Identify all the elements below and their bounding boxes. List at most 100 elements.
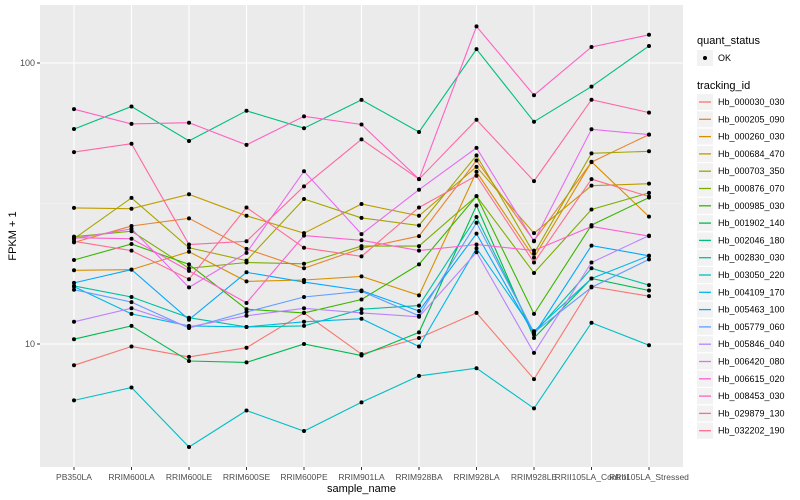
- legend-label: Hb_002830_030: [718, 253, 785, 263]
- data-point-Hb_003050_220: [417, 373, 421, 378]
- data-point-Hb_029879_130: [129, 141, 134, 146]
- y-tick-label: 10: [25, 339, 35, 349]
- data-point-Hb_000030_030: [647, 294, 651, 299]
- data-point-Hb_004109_170: [359, 316, 364, 321]
- legend-label: Hb_000684_470: [718, 149, 785, 159]
- data-point-Hb_005463_100: [417, 309, 421, 314]
- data-point-Hb_005463_100: [589, 243, 594, 248]
- legend-quant-status: quant_status OK: [697, 35, 760, 66]
- data-point-Hb_003050_220: [359, 400, 364, 405]
- x-tick-label: RRIM600SE: [223, 472, 271, 482]
- data-point-Hb_002046_180: [589, 84, 594, 89]
- data-point-Hb_005779_060: [129, 300, 134, 305]
- data-point-Hb_000684_470: [129, 206, 134, 211]
- data-point-Hb_001902_140: [129, 323, 134, 328]
- data-point-Hb_001902_140: [647, 288, 651, 293]
- data-point-Hb_002046_180: [647, 43, 651, 48]
- data-point-Hb_005846_040: [129, 306, 134, 311]
- data-point-Hb_003050_220: [647, 343, 651, 348]
- data-point-Hb_000985_030: [244, 307, 249, 312]
- data-point-Hb_008453_030: [187, 120, 191, 125]
- data-point-Hb_029879_130: [72, 150, 76, 155]
- legend-label: Hb_032202_190: [718, 426, 785, 436]
- data-point-Hb_005463_100: [474, 231, 479, 236]
- data-point-Hb_005779_060: [72, 287, 76, 292]
- data-point-Hb_002046_180: [244, 108, 249, 113]
- data-point-Hb_005779_060: [589, 285, 594, 290]
- data-point-Hb_003050_220: [244, 408, 249, 413]
- data-point-Hb_000876_070: [532, 270, 536, 275]
- data-point-Hb_005846_040: [302, 306, 306, 311]
- x-tick-label: RRIM928LA: [453, 472, 500, 482]
- data-point-Hb_000684_470: [187, 192, 191, 197]
- data-point-Hb_000205_090: [417, 234, 421, 239]
- data-point-Hb_004109_170: [302, 319, 306, 324]
- data-point-Hb_029879_130: [302, 184, 306, 189]
- data-point-Hb_029879_130: [244, 239, 249, 244]
- data-point-Hb_005779_060: [532, 330, 536, 335]
- data-point-Hb_005846_040: [589, 260, 594, 265]
- data-point-Hb_000260_030: [589, 159, 594, 164]
- data-point-Hb_002046_180: [129, 104, 134, 109]
- data-point-Hb_005846_040: [359, 310, 364, 315]
- legend-label: Hb_005846_040: [718, 339, 785, 349]
- data-point-Hb_002830_030: [589, 266, 594, 271]
- data-point-Hb_000703_350: [532, 251, 536, 256]
- data-point-Hb_000030_030: [474, 310, 479, 315]
- data-point-Hb_000703_350: [129, 195, 134, 200]
- data-point-Hb_003050_220: [72, 398, 76, 403]
- data-point-Hb_008453_030: [72, 107, 76, 112]
- data-point-Hb_005846_040: [417, 314, 421, 319]
- data-point-Hb_000876_070: [647, 190, 651, 195]
- data-point-Hb_000684_470: [417, 213, 421, 218]
- x-tick-label: RRIM928LE: [511, 472, 558, 482]
- y-axis-title: FPKM + 1: [7, 211, 19, 260]
- data-point-Hb_029879_130: [589, 97, 594, 102]
- data-point-Hb_005463_100: [72, 280, 76, 285]
- x-tick-label: RRIM928BA: [395, 472, 443, 482]
- legend-label: Hb_001902_140: [718, 218, 785, 228]
- data-point-Hb_003050_220: [589, 320, 594, 325]
- data-point-Hb_000684_470: [647, 181, 651, 186]
- data-point-Hb_008453_030: [359, 122, 364, 127]
- data-point-Hb_000684_470: [244, 213, 249, 218]
- legend-tracking-id-title: tracking_id: [697, 80, 750, 92]
- x-tick-label: RRIM600LA: [108, 472, 155, 482]
- data-point-Hb_000030_030: [532, 377, 536, 382]
- data-point-Hb_000260_030: [72, 268, 76, 273]
- data-point-Hb_000205_090: [129, 223, 134, 228]
- data-point-Hb_006615_020: [187, 268, 191, 273]
- data-point-Hb_000030_030: [244, 345, 249, 350]
- data-point-Hb_006615_020: [359, 238, 364, 243]
- data-point-Hb_000985_030: [72, 258, 76, 263]
- data-point-Hb_032202_190: [72, 239, 76, 244]
- data-point-Hb_006420_080: [187, 285, 191, 290]
- x-axis: PB350LA RRIM600LA RRIM600LE RRIM600SE RRIM60…: [56, 467, 689, 482]
- x-tick-label: RRIM600LE: [166, 472, 213, 482]
- data-point-Hb_001902_140: [302, 342, 306, 346]
- data-point-Hb_006420_080: [474, 145, 479, 150]
- data-point-Hb_000260_030: [359, 274, 364, 279]
- legend-label: Hb_000205_090: [718, 114, 785, 124]
- data-point-Hb_002046_180: [417, 130, 421, 135]
- data-point-Hb_002830_030: [129, 294, 134, 299]
- data-point-Hb_006615_020: [589, 224, 594, 229]
- data-point-Hb_003050_220: [302, 429, 306, 434]
- data-point-Hb_000985_030: [187, 262, 191, 267]
- data-point-Hb_004109_170: [129, 311, 134, 316]
- data-point-Hb_003050_220: [187, 444, 191, 449]
- data-point-Hb_006420_080: [244, 250, 249, 255]
- data-point-Hb_005846_040: [532, 350, 536, 355]
- legend-label: Hb_004109_170: [718, 287, 785, 297]
- data-point-Hb_002830_030: [474, 215, 479, 220]
- data-point-Hb_002830_030: [647, 283, 651, 288]
- data-point-Hb_000030_030: [187, 354, 191, 359]
- data-point-Hb_004109_170: [244, 324, 249, 329]
- legend-point-icon: [703, 56, 707, 60]
- data-point-Hb_000684_470: [72, 205, 76, 210]
- data-point-Hb_000205_090: [244, 246, 249, 251]
- x-tick-label: RRII105LA_Stressed: [609, 472, 689, 482]
- data-point-Hb_000684_470: [359, 201, 364, 206]
- data-point-Hb_000260_030: [244, 279, 249, 284]
